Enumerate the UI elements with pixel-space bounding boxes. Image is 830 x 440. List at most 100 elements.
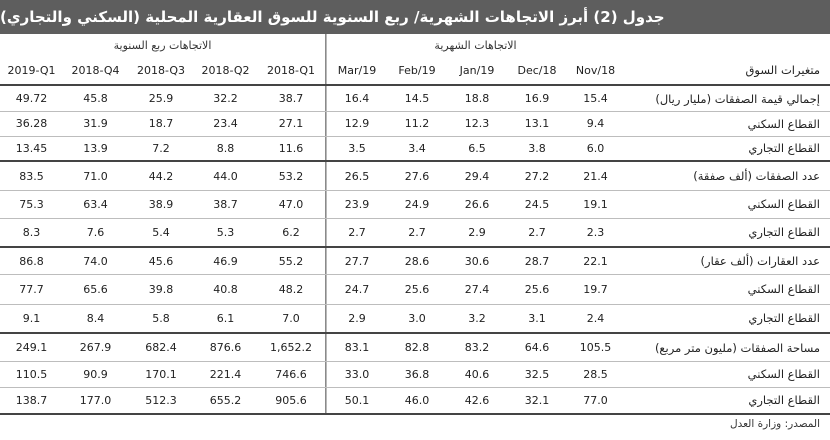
table-cell: 13.45 — [15, 141, 48, 155]
row-separator — [0, 361, 830, 362]
table-cell: 177.0 — [79, 393, 112, 407]
table-cell: 90.9 — [83, 367, 108, 381]
table-cell: 6.0 — [586, 141, 605, 155]
table-cell: 31.9 — [83, 117, 108, 130]
table-cell: 50.1 — [344, 393, 370, 407]
table-cell: 63.4 — [83, 197, 108, 211]
table-cell: 655.2 — [209, 393, 242, 407]
table-cell: 2.3 — [586, 225, 605, 239]
table-cell: 38.7 — [278, 92, 304, 105]
table-cell: 28.7 — [524, 254, 550, 268]
table-cell: 138.7 — [15, 393, 48, 407]
table-cell: 8.3 — [22, 225, 41, 239]
table-row: 9.1 8.4 5.8 6.1 7.0 2.9 3.0 3.2 3.1 2.4 … — [0, 304, 830, 332]
table-cell: 36.28 — [15, 117, 48, 130]
table-cell: 25.9 — [148, 92, 174, 105]
row-separator — [0, 304, 830, 305]
footer-rule — [0, 413, 830, 415]
table-cell: 5.4 — [152, 225, 170, 239]
table-cell: 3.5 — [348, 141, 366, 155]
table-cell: 19.7 — [583, 282, 608, 296]
header-month: Feb/19 — [398, 63, 436, 77]
table-cell: 221.4 — [209, 367, 242, 381]
header-row: 2019-Q1 2018-Q4 2018-Q3 2018-Q2 2018-Q1 … — [0, 56, 830, 84]
table-cell: 29.4 — [464, 169, 490, 183]
table-cell: 682.4 — [145, 341, 177, 354]
table-row: 110.5 90.9 170.1 221.4 746.6 33.0 36.8 4… — [0, 361, 830, 387]
table-cell: 45.6 — [148, 254, 174, 268]
header-month: Mar/19 — [337, 63, 377, 77]
table-cell: 33.0 — [344, 367, 370, 381]
table-row: 86.8 74.0 45.6 46.9 55.2 27.7 28.6 30.6 … — [0, 248, 830, 274]
table-cell: 26.5 — [344, 169, 370, 183]
table-cell: 55.2 — [278, 254, 304, 268]
table-cell: 9.1 — [22, 311, 41, 325]
table-cell: 53.2 — [278, 169, 304, 183]
table-cell: 3.8 — [528, 141, 546, 155]
divider-vertical — [325, 34, 327, 414]
table-cell: 22.1 — [583, 254, 608, 268]
table-cell: 746.6 — [275, 367, 307, 381]
table-cell: 876.6 — [209, 341, 242, 354]
row-label: القطاع التجاري — [748, 311, 820, 325]
table-cell: 14.5 — [404, 92, 430, 105]
section-rule — [0, 246, 830, 248]
row-separator — [0, 274, 830, 275]
row-label: القطاع السكني — [747, 282, 820, 296]
table-row: 8.3 7.6 5.4 5.3 6.2 2.7 2.7 2.9 2.7 2.3 … — [0, 218, 830, 246]
table-row: 75.3 63.4 38.9 38.7 47.0 23.9 24.9 26.6 … — [0, 190, 830, 218]
table-cell: 12.3 — [464, 117, 490, 130]
group-monthly: الاتجاهات الشهرية — [434, 38, 517, 52]
header-rule — [0, 84, 830, 86]
table-cell: 512.3 — [145, 393, 177, 407]
table-row: 138.7 177.0 512.3 655.2 905.6 50.1 46.0 … — [0, 387, 830, 413]
table-cell: 2.4 — [586, 311, 605, 325]
section-rule — [0, 332, 830, 334]
table-cell: 47.0 — [278, 197, 304, 211]
source-note: المصدر: وزارة العدل — [729, 418, 820, 430]
table-cell: 38.9 — [148, 197, 174, 211]
table-cell: 13.9 — [83, 141, 108, 155]
table-cell: 2.7 — [408, 225, 426, 239]
section-rule — [0, 160, 830, 162]
table-cell: 27.2 — [524, 169, 550, 183]
table-cell: 27.1 — [278, 117, 304, 130]
table-cell: 905.6 — [275, 393, 307, 407]
table-cell: 11.2 — [404, 117, 430, 130]
header-label: متغيرات السوق — [745, 63, 821, 77]
table-cell: 48.2 — [278, 282, 304, 296]
table-cell: 18.7 — [148, 117, 174, 130]
table-cell: 83.5 — [19, 169, 44, 183]
row-label: القطاع السكني — [747, 116, 820, 131]
header-month: Dec/18 — [517, 63, 557, 77]
table-cell: 32.5 — [524, 367, 550, 381]
table-cell: 170.1 — [145, 367, 177, 381]
table-title: جدول (2) أبرز الاتجاهات الشهرية/ ربع الس… — [0, 0, 830, 34]
table-cell: 18.8 — [464, 92, 490, 105]
table-cell: 8.8 — [216, 141, 235, 155]
table-cell: 105.5 — [579, 341, 612, 354]
table-cell: 45.8 — [83, 92, 108, 105]
table-cell: 3.2 — [468, 311, 486, 325]
table-cell: 7.0 — [282, 311, 300, 325]
table-cell: 65.6 — [83, 282, 108, 296]
row-label: القطاع السكني — [747, 367, 820, 381]
table-cell: 9.4 — [586, 117, 605, 130]
row-separator — [0, 111, 830, 112]
table-row: 49.72 45.8 25.9 32.2 38.7 16.4 14.5 18.8… — [0, 86, 830, 111]
table-cell: 77.7 — [19, 282, 44, 296]
table-cell: 7.2 — [152, 141, 170, 155]
group-quarterly: الاتجاهات ربع السنوية — [113, 38, 212, 52]
table-row: 36.28 31.9 18.7 23.4 27.1 12.9 11.2 12.3… — [0, 111, 830, 136]
table-cell: 19.1 — [583, 197, 608, 211]
table-cell: 25.6 — [404, 282, 430, 296]
table-cell: 1,652.2 — [270, 341, 312, 354]
table-cell: 46.0 — [404, 393, 430, 407]
row-label: القطاع التجاري — [748, 393, 820, 407]
table-cell: 39.8 — [148, 282, 174, 296]
row-label: القطاع السكني — [747, 197, 820, 211]
table-row: 83.5 71.0 44.2 44.0 53.2 26.5 27.6 29.4 … — [0, 162, 830, 190]
table-cell: 23.9 — [344, 197, 370, 211]
table-cell: 49.72 — [15, 92, 48, 105]
row-label: إجمالي قيمة الصفقات (مليار ريال) — [655, 91, 820, 106]
